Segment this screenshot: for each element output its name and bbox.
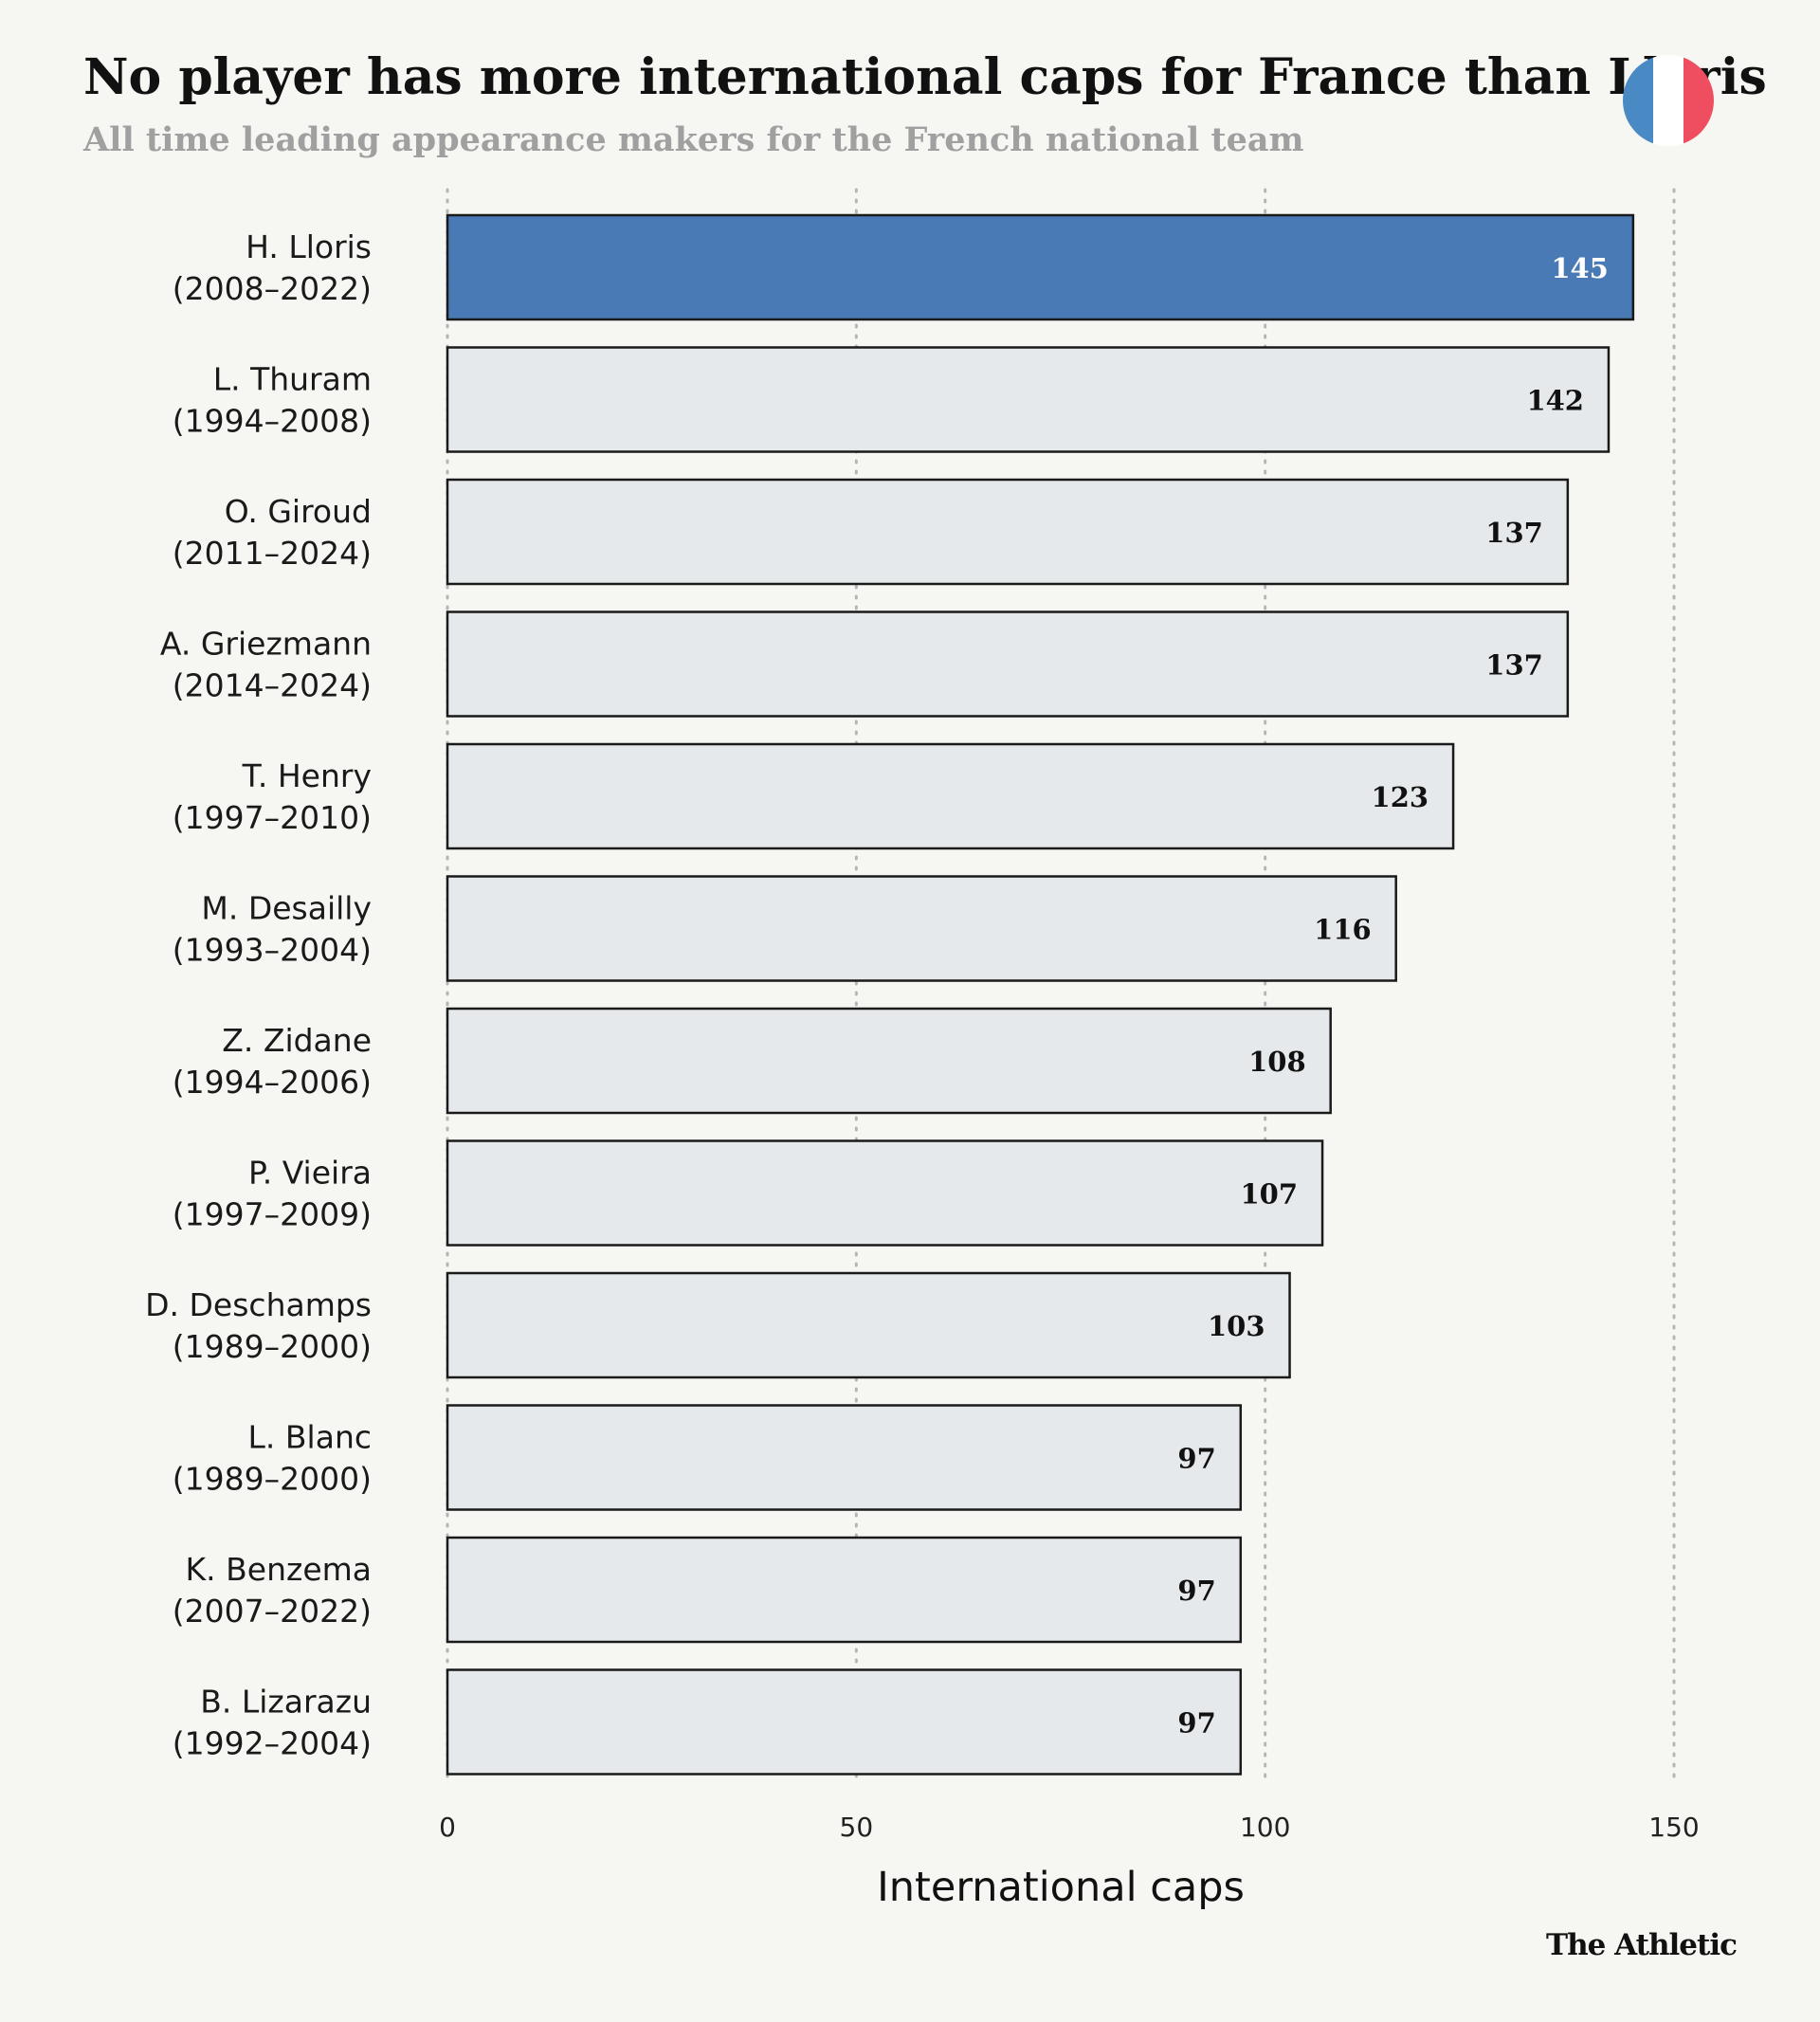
bar-value-label: 103 [1208, 1310, 1265, 1342]
france-flag-icon [1623, 55, 1714, 146]
player-years-label: (2011–2024) [173, 535, 372, 572]
bar-value-label: 97 [1177, 1707, 1215, 1740]
bar-value-label: 97 [1177, 1575, 1215, 1607]
player-name-label: M. Desailly [201, 890, 372, 927]
player-name-label: B. Lizarazu [200, 1684, 372, 1721]
player-name-label: L. Blanc [248, 1419, 372, 1456]
chart-subtitle: All time leading appearance makers for t… [83, 120, 1304, 159]
x-axis-title: International caps [877, 1864, 1245, 1911]
bar [446, 1668, 1243, 1776]
player-name-label: D. Deschamps [145, 1286, 372, 1323]
bar-value-label: 137 [1485, 517, 1543, 549]
bar-value-label: 107 [1241, 1178, 1299, 1211]
player-years-label: (1993–2004) [173, 932, 372, 969]
row-labels: H. Lloris (2008–2022) L. Thuram (1994–2008)… [145, 228, 372, 1762]
bar-value-label: 145 [1551, 252, 1609, 284]
player-years-label: (1997–2010) [173, 799, 372, 836]
player-years-label: (1989–2000) [173, 1328, 372, 1365]
bar-value-label: 142 [1526, 385, 1584, 417]
bar [446, 742, 1455, 850]
bar-value-label: 123 [1372, 781, 1429, 813]
bar-value-label: 108 [1248, 1046, 1306, 1078]
player-years-label: (1994–2008) [173, 403, 372, 440]
player-years-label: (1992–2004) [173, 1725, 372, 1762]
bar-value-label: 116 [1314, 914, 1372, 946]
x-tick-label: 0 [439, 1812, 456, 1843]
x-axis-ticks: 0 50 100 150 [439, 1812, 1700, 1843]
x-tick-label: 100 [1240, 1812, 1290, 1843]
bar [446, 1007, 1332, 1115]
player-name-label: T. Henry [242, 757, 372, 794]
player-name-label: A. Griezmann [160, 626, 372, 663]
player-years-label: (1994–2006) [173, 1064, 372, 1101]
bar [446, 478, 1570, 586]
bar-value-label: 137 [1485, 649, 1543, 682]
x-tick-label: 150 [1648, 1812, 1699, 1843]
player-years-label: (2007–2022) [173, 1593, 372, 1630]
player-name-label: O. Giroud [225, 493, 372, 530]
player-name-label: Z. Zidane [222, 1022, 372, 1059]
bar-value-label: 97 [1177, 1443, 1215, 1475]
flag-white-stripe [1653, 55, 1684, 146]
chart-title: No player has more international caps fo… [83, 48, 1767, 106]
bar [446, 875, 1397, 982]
player-name-label: H. Lloris [246, 228, 372, 265]
bar [446, 1404, 1243, 1511]
bar [446, 610, 1570, 718]
gridlines [446, 188, 1676, 1784]
bar [446, 346, 1611, 453]
bar [446, 1271, 1291, 1379]
x-tick-label: 50 [840, 1812, 874, 1843]
player-name-label: K. Benzema [186, 1551, 372, 1588]
brand-logo: The Athletic [1546, 1928, 1738, 1962]
player-name-label: P. Vieira [248, 1155, 372, 1192]
player-years-label: (1997–2009) [173, 1196, 372, 1233]
player-name-label: L. Thuram [213, 361, 372, 398]
bar [446, 213, 1635, 321]
bar [446, 1536, 1243, 1644]
bar [446, 1139, 1324, 1247]
player-years-label: (1989–2000) [173, 1461, 372, 1498]
player-years-label: (2008–2022) [173, 270, 372, 307]
bars: 145 142 137 137 123 116 108 107 103 97 97 97 [446, 213, 1635, 1776]
player-years-label: (2014–2024) [173, 667, 372, 704]
